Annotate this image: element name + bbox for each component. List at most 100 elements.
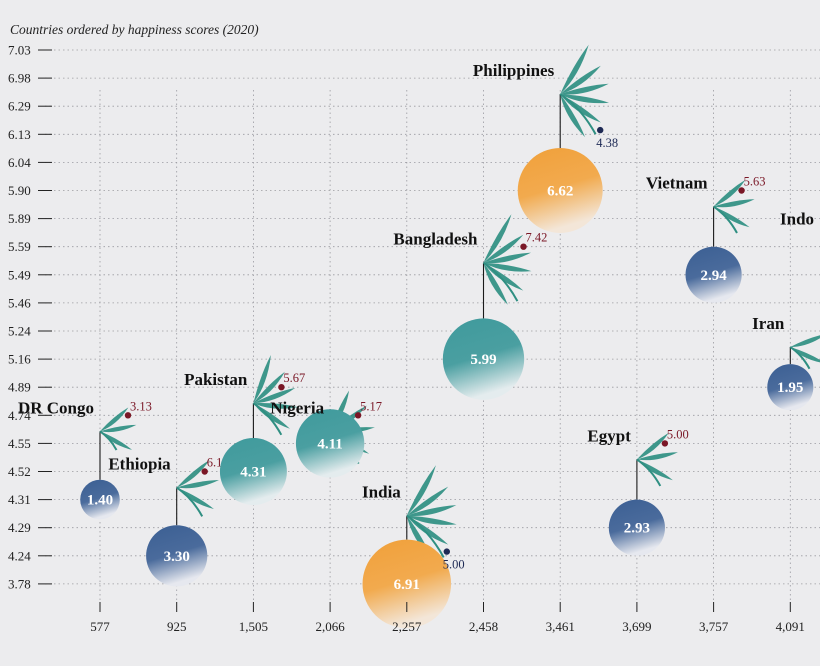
leaf-icon: [406, 486, 449, 516]
y-tick-label: 6.04: [8, 155, 31, 170]
leaf-icon: [482, 261, 519, 302]
leaf-icon: [253, 403, 298, 409]
country-label: Iran: [752, 314, 785, 333]
leaf-icon: [253, 355, 271, 404]
x-tick-label: 4,091: [776, 619, 805, 634]
x-tick-label: 925: [167, 619, 187, 634]
bubble-value-label: 5.99: [470, 352, 496, 368]
bubble-value-label: 4.31: [240, 465, 266, 481]
country-label: DR Congo: [18, 398, 94, 417]
bubble-mark: [685, 246, 742, 303]
country-pakistan: 4.31 Pakistan 5.67: [184, 355, 305, 505]
y-tick-label: 6.13: [8, 127, 31, 142]
side-value-label: 5.17: [360, 399, 382, 413]
country-india: 6.91 India 5.00: [362, 465, 465, 629]
bubble-value-label: 1.40: [87, 493, 113, 509]
leaf-icon: [406, 514, 445, 558]
side-value-label: 7.42: [526, 231, 548, 245]
side-dot-mark: [520, 243, 527, 250]
leaf-icon: [483, 262, 508, 305]
country-label: India: [362, 483, 401, 502]
leaf-icon: [99, 430, 118, 451]
leaf-icon: [483, 214, 512, 263]
y-tick-label: 7.03: [8, 43, 31, 58]
country-label: Indo: [780, 210, 814, 229]
y-tick-label: 6.98: [8, 71, 31, 86]
y-tick-label: 5.90: [8, 183, 31, 198]
leaf-icon: [483, 234, 524, 263]
leaf-icon: [713, 199, 755, 208]
bubble-mark: [80, 479, 120, 520]
y-tick-label: 4.89: [8, 380, 31, 395]
y-tick-label: 5.16: [8, 352, 31, 367]
leaf-icon: [790, 347, 820, 363]
x-tick-label: 2,257: [392, 619, 422, 634]
leaf-icon: [636, 452, 678, 461]
bubble-mark: [517, 148, 603, 233]
y-tick-label: 4.24: [8, 548, 31, 563]
y-tick-label: 5.59: [8, 239, 31, 254]
y-tick-label: 3.78: [8, 576, 31, 591]
leaf-icon: [789, 346, 811, 370]
leaf-icon: [406, 505, 457, 517]
chart-title: Countries ordered by happiness scores (2…: [10, 22, 259, 37]
leaf-icon: [790, 335, 820, 347]
leaf-icon: [100, 431, 132, 450]
leaf-icon: [713, 179, 746, 207]
leaf-icon: [636, 432, 669, 460]
country-label: Philippines: [473, 61, 555, 80]
x-tick-label: 1,505: [239, 619, 268, 634]
country-label: Pakistan: [184, 370, 248, 389]
y-tick-label: 4.52: [8, 464, 31, 479]
country-label: Vietnam: [646, 174, 708, 193]
leaf-icon: [253, 387, 296, 404]
bubble-value-label: 1.95: [777, 380, 803, 396]
bubble-value-label: 6.91: [394, 577, 420, 593]
bubble-mark: [362, 539, 452, 629]
country-nigeria: 4.11 Nigeria 5.17: [270, 390, 382, 478]
side-dot-mark: [201, 468, 208, 475]
leaf-icon: [406, 515, 457, 525]
leaf-icon: [176, 486, 204, 517]
leaf-icon: [560, 44, 589, 95]
y-tick-label: 4.29: [8, 520, 31, 535]
side-dot-mark: [661, 440, 669, 447]
bubble-value-label: 2.93: [624, 521, 650, 537]
bubble-mark: [442, 318, 525, 400]
leaf-icon: [560, 65, 601, 95]
y-tick-label: 5.24: [8, 324, 31, 339]
side-value-label: 5.67: [283, 371, 305, 385]
side-dot-mark: [443, 548, 450, 555]
country-indo: Indo: [780, 210, 814, 229]
country-label: Egypt: [587, 426, 631, 445]
side-dot-mark: [738, 187, 745, 194]
y-tick-label: 6.29: [8, 99, 31, 114]
x-tick-label: 3,699: [622, 619, 651, 634]
country-iran: 1.95 Iran: [752, 314, 820, 411]
side-value-label: 3.13: [130, 399, 152, 413]
leaf-icon: [406, 465, 436, 516]
leaf-icon: [253, 371, 285, 404]
leaf-icon: [636, 458, 662, 487]
side-value-label: 5.00: [667, 427, 689, 441]
side-dot-mark: [597, 126, 604, 134]
leaf-icon: [713, 206, 750, 228]
country-dr-congo: 1.40 DR Congo 3.13: [18, 398, 152, 520]
bubble-value-label: 3.30: [164, 549, 190, 565]
side-dot-mark: [124, 412, 132, 419]
bubble-value-label: 2.94: [700, 268, 727, 284]
y-tick-label: 4.55: [8, 436, 31, 451]
x-tick-label: 2,458: [469, 619, 498, 634]
side-value-label: 4.38: [596, 136, 618, 150]
x-tick-label: 3,461: [546, 619, 575, 634]
leaf-icon: [713, 205, 738, 234]
country-label: Ethiopia: [108, 455, 171, 474]
leaf-icon: [483, 262, 532, 272]
leaf-icon: [176, 487, 214, 509]
leaf-icon: [176, 459, 210, 488]
side-value-label: 5.00: [443, 558, 465, 572]
side-dot-mark: [278, 384, 285, 391]
country-vietnam: 2.94 Vietnam 5.63: [646, 174, 765, 303]
country-label: Nigeria: [270, 398, 324, 417]
